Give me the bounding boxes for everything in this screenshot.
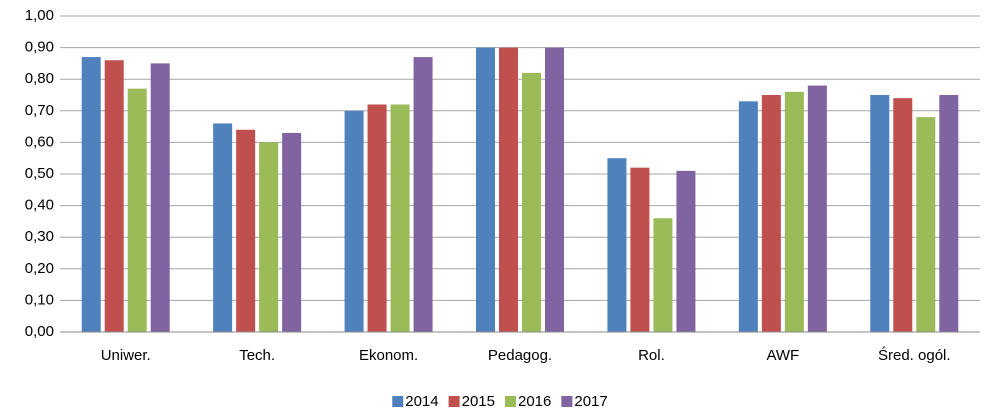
bar xyxy=(499,47,518,332)
legend-swatch xyxy=(448,396,460,407)
bar xyxy=(81,57,101,333)
bar xyxy=(870,95,890,332)
legend-label: 2015 xyxy=(462,393,495,410)
bar xyxy=(784,91,804,332)
bar xyxy=(761,95,781,332)
bar xyxy=(630,167,650,332)
y-tick-label: 0,10 xyxy=(25,291,54,308)
legend-label: 2014 xyxy=(405,393,438,410)
legend-label: 2016 xyxy=(518,393,551,410)
y-tick-label: 0,70 xyxy=(25,102,54,119)
y-tick-label: 0,80 xyxy=(25,70,54,87)
bar xyxy=(150,63,170,333)
bar xyxy=(413,57,433,333)
x-tick-label: Śred. ogól. xyxy=(878,346,951,364)
y-tick-label: 0,60 xyxy=(25,133,54,150)
bar xyxy=(522,72,541,332)
x-tick-label: AWF xyxy=(766,347,799,364)
legend-swatch xyxy=(561,396,573,407)
bar xyxy=(104,60,124,333)
y-tick-label: 0,50 xyxy=(25,165,54,182)
legend-swatch xyxy=(392,396,404,407)
y-tick-label: 0,20 xyxy=(25,260,54,277)
y-tick-label: 0,00 xyxy=(25,323,54,340)
bar xyxy=(939,95,959,332)
bar xyxy=(344,110,364,332)
bar xyxy=(807,85,827,333)
x-tick-label: Uniwer. xyxy=(101,347,151,364)
bar xyxy=(259,142,279,332)
x-tick-label: Rol. xyxy=(638,347,665,364)
bar xyxy=(282,132,302,332)
x-tick-label: Pedagog. xyxy=(488,347,552,364)
x-tick-label: Tech. xyxy=(239,347,275,364)
bar xyxy=(653,218,673,332)
legend-label: 2017 xyxy=(574,393,607,410)
bar xyxy=(213,123,233,332)
bar xyxy=(916,117,936,333)
bar xyxy=(607,158,627,332)
bar xyxy=(236,129,256,332)
bar xyxy=(676,170,696,332)
legend-swatch xyxy=(505,396,516,407)
y-tick-label: 1,00 xyxy=(25,7,54,24)
y-tick-label: 0,30 xyxy=(25,228,54,245)
bar xyxy=(738,101,758,332)
bar xyxy=(367,104,387,332)
bar xyxy=(545,47,564,332)
bar xyxy=(127,88,147,333)
x-tick-label: Ekonom. xyxy=(359,347,418,364)
bar xyxy=(893,98,913,332)
y-tick-label: 0,40 xyxy=(25,197,54,214)
y-tick-label: 0,90 xyxy=(25,39,54,56)
bar xyxy=(390,104,410,332)
bar xyxy=(476,47,495,332)
